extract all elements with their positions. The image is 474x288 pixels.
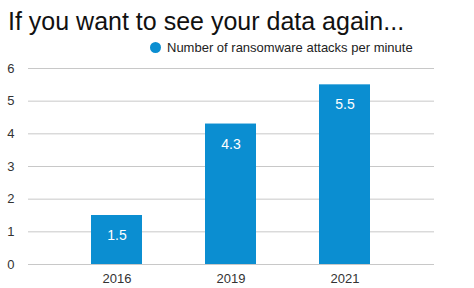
svg-text:2016: 2016 [103,271,132,286]
html-text:If you want to see your data a: If you want to see your data again... [8,7,405,35]
html-text:Number of ransomware attacks p: Number of ransomware attacks per minute [167,40,413,55]
svg-text:1.5: 1.5 [107,227,127,243]
svg-text:6: 6 [7,61,14,76]
svg-text:3: 3 [7,159,14,174]
svg-text:4: 4 [7,126,14,141]
svg-text:2019: 2019 [217,271,246,286]
svg-text:5.5: 5.5 [335,96,355,112]
svg-text:5: 5 [7,93,14,108]
svg-text:2: 2 [7,191,14,206]
svg-text:2021: 2021 [331,271,360,286]
svg-text:0: 0 [7,257,14,272]
svg-text:1: 1 [7,224,14,239]
svg-text:4.3: 4.3 [221,136,241,152]
